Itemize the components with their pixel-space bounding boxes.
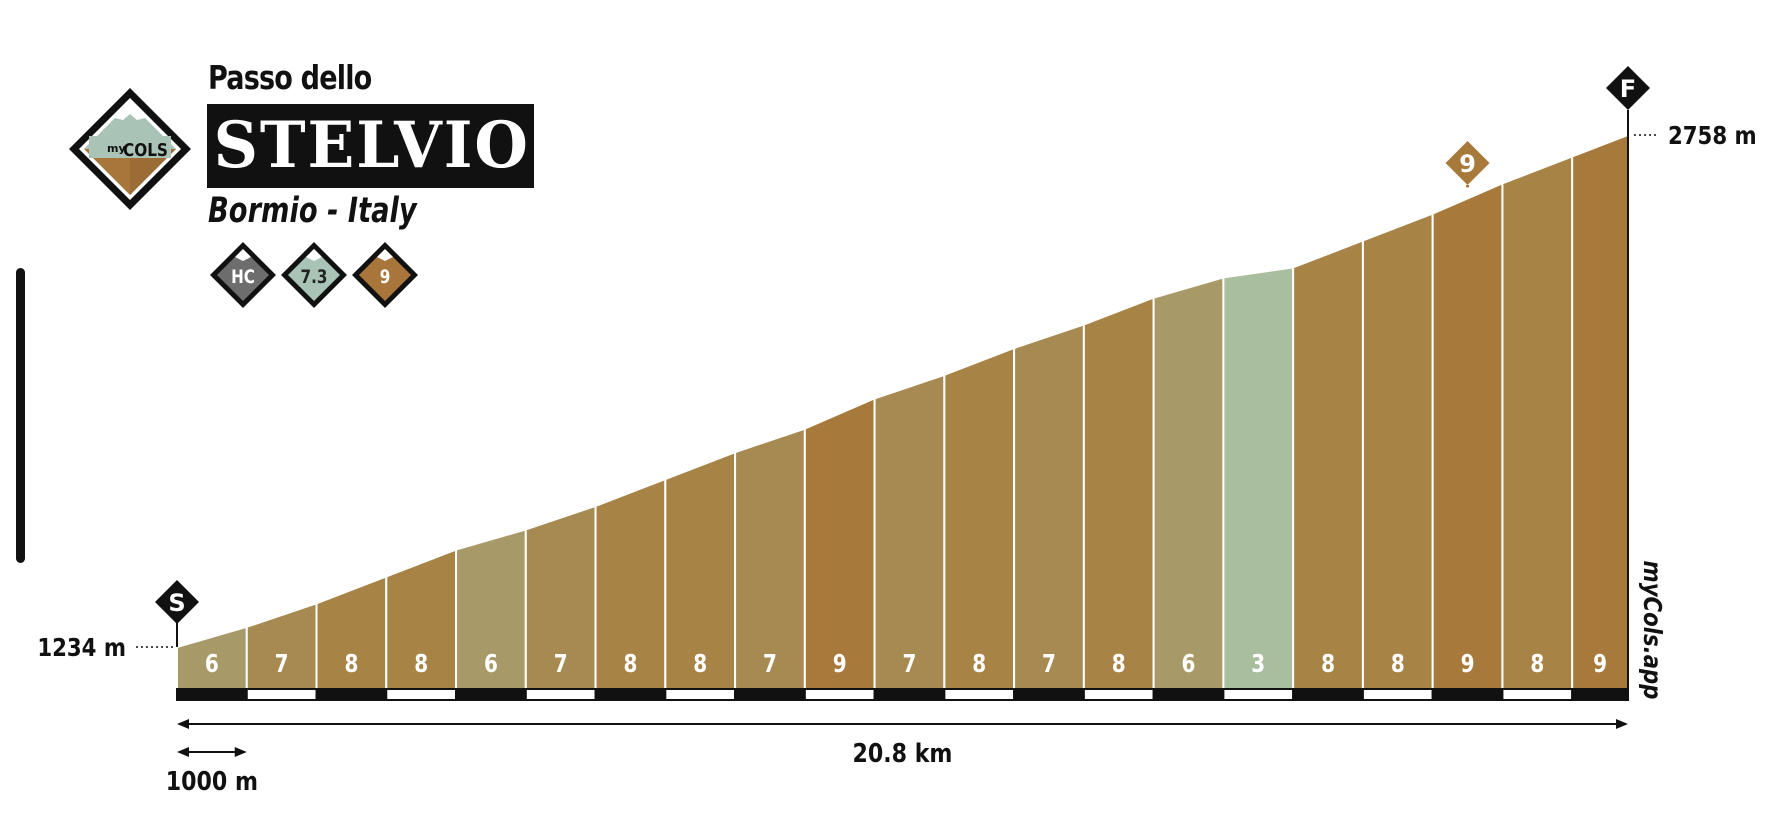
distance-scale-block bbox=[664, 688, 737, 701]
profile-segment bbox=[1152, 276, 1225, 690]
segment-gradient-label: 7 bbox=[554, 650, 568, 679]
segment-gradient-label: 8 bbox=[1321, 650, 1335, 679]
total-distance-arrow-left-head bbox=[177, 719, 189, 729]
segment-gradient-label: 8 bbox=[1530, 650, 1544, 679]
profile-segment bbox=[873, 373, 946, 690]
segment-gradient-label: 8 bbox=[414, 650, 428, 679]
profile-segment bbox=[1013, 323, 1085, 690]
climb-location: Bormio - Italy bbox=[208, 191, 417, 231]
segment-gradient-label: 9 bbox=[1593, 650, 1607, 679]
distance-scale-block bbox=[1152, 688, 1225, 701]
profile-segment bbox=[1292, 239, 1364, 690]
profile-segment bbox=[1431, 181, 1504, 690]
distance-scale-block bbox=[176, 688, 248, 701]
profile-segment bbox=[1222, 266, 1295, 690]
scrollbar[interactable] bbox=[16, 268, 25, 563]
total-distance-arrow-right-head bbox=[1616, 719, 1628, 729]
profile-segment bbox=[803, 396, 876, 690]
distance-scale-block bbox=[1361, 688, 1434, 701]
distance-scale-block bbox=[803, 688, 876, 701]
badge-average-gradient: 7.3 bbox=[281, 242, 347, 308]
start-marker-label: S bbox=[168, 589, 185, 617]
mycols-logo-icon bbox=[69, 88, 191, 210]
profile-segment bbox=[1501, 155, 1574, 690]
distance-scale-block bbox=[1571, 688, 1629, 701]
profile-segment bbox=[1082, 296, 1155, 690]
segment-gradient-label: 7 bbox=[1042, 650, 1056, 679]
distance-scale-block bbox=[315, 688, 388, 701]
distance-scale-block bbox=[524, 688, 597, 701]
start-elevation-label: 1234 m bbox=[37, 633, 126, 662]
segment-gradient-label: 8 bbox=[623, 650, 637, 679]
start-marker-icon bbox=[155, 580, 199, 624]
logo-text-small: my bbox=[107, 142, 126, 155]
mycols-logo: my COLS bbox=[69, 88, 191, 210]
climb-title-box: STELVIO bbox=[207, 104, 534, 188]
segment-gradient-label: 7 bbox=[903, 650, 917, 679]
finish-marker-label: F bbox=[1620, 75, 1636, 103]
badges-row: HC 7.3 9 bbox=[210, 242, 418, 308]
badge-category-label: HC bbox=[231, 266, 255, 288]
segment-gradient-label: 9 bbox=[833, 650, 847, 679]
climb-title: STELVIO bbox=[213, 108, 530, 183]
segment-gradient-label: 8 bbox=[972, 650, 986, 679]
distance-scale-block bbox=[1292, 688, 1364, 701]
distance-scale-block bbox=[1431, 688, 1504, 701]
segment-gradient-label: 6 bbox=[205, 650, 219, 679]
distance-scale-block bbox=[455, 688, 527, 701]
climb-pre-title: Passo dello bbox=[208, 58, 372, 97]
badge-max-gradient-label: 9 bbox=[380, 266, 391, 288]
segment-gradient-label: 9 bbox=[1461, 650, 1475, 679]
segment-gradient-label: 8 bbox=[344, 650, 358, 679]
segment-scale-arrow-right-head bbox=[234, 747, 247, 757]
end-elevation-label: 2758 m bbox=[1668, 121, 1757, 150]
segment-gradient-label: 7 bbox=[763, 650, 777, 679]
watermark-label: myCols.app bbox=[1638, 561, 1667, 700]
distance-scale-block bbox=[1222, 688, 1295, 701]
distance-scale-block bbox=[1082, 688, 1155, 701]
segment-gradient-label: 8 bbox=[693, 650, 707, 679]
profile-segment bbox=[1361, 212, 1434, 690]
segment-scale-label: 1000 m bbox=[166, 766, 258, 796]
distance-scale-block bbox=[594, 688, 667, 701]
segment-gradient-label: 7 bbox=[275, 650, 289, 679]
distance-scale-block bbox=[873, 688, 946, 701]
distance-scale-block bbox=[385, 688, 458, 701]
total-distance-label: 20.8 km bbox=[853, 738, 953, 768]
segment-gradient-label: 8 bbox=[1391, 650, 1405, 679]
segment-gradient-label: 6 bbox=[484, 650, 498, 679]
distance-scale-block bbox=[245, 688, 318, 701]
segment-gradient-label: 6 bbox=[1182, 650, 1196, 679]
segment-scale-arrow-left-head bbox=[177, 747, 189, 757]
segment-gradient-label: 3 bbox=[1251, 650, 1265, 679]
logo-text-main: COLS bbox=[123, 139, 168, 161]
badge-category: HC bbox=[210, 242, 276, 308]
profile-segment bbox=[1571, 133, 1629, 690]
badge-average-gradient-label: 7.3 bbox=[301, 266, 328, 288]
finish-marker-icon bbox=[1606, 66, 1650, 110]
peak-gradient-badge-icon bbox=[1445, 141, 1490, 185]
profile-segment bbox=[943, 346, 1016, 690]
segment-gradient-label: 8 bbox=[1112, 650, 1126, 679]
distance-scale-block bbox=[943, 688, 1016, 701]
distance-scale-block bbox=[734, 688, 806, 701]
distance-scale-block bbox=[1013, 688, 1085, 701]
distance-scale-block bbox=[1501, 688, 1574, 701]
badge-max-gradient: 9 bbox=[352, 242, 418, 308]
peak-gradient-badge-label: 9 bbox=[1459, 150, 1476, 178]
